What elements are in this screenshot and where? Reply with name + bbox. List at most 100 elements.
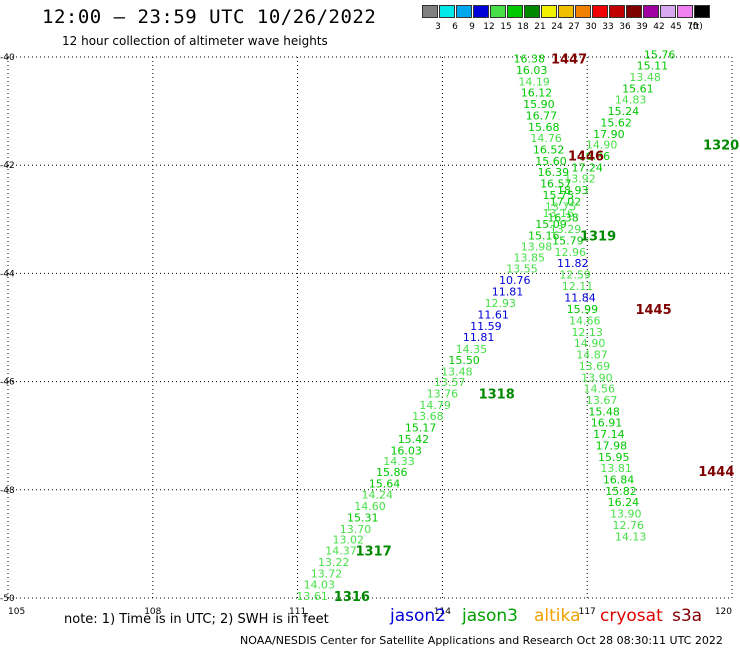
wave-height-value: 14.90 bbox=[574, 337, 606, 350]
wave-height-value: 14.79 bbox=[419, 399, 451, 412]
wave-height-value: 17.24 bbox=[571, 161, 603, 174]
pass-time-label: 1319 bbox=[580, 230, 616, 245]
scale-label: 24 bbox=[551, 22, 563, 32]
scale-label: 15 bbox=[500, 22, 512, 32]
wave-height-value: 15.64 bbox=[369, 477, 401, 490]
wave-height-value: 13.75 bbox=[545, 200, 577, 213]
scale-label: 3 bbox=[435, 22, 441, 32]
wave-height-value: 13.90 bbox=[581, 371, 613, 384]
longitude-label: 105 bbox=[8, 607, 25, 617]
pass-time-labels: 1447 1446 1445 1444 1320 1319 1318 1317 1316 bbox=[334, 53, 739, 605]
wave-height-value: 13.76 bbox=[427, 388, 459, 401]
wave-height-value: 16.57 bbox=[540, 178, 572, 191]
wave-height-value: 17.02 bbox=[550, 195, 582, 208]
latitude-label: -44 bbox=[0, 269, 15, 279]
map-title: 12:00 – 23:59 UTC 10/26/2022 bbox=[42, 6, 377, 28]
wave-height-value: 15.11 bbox=[637, 60, 669, 73]
wave-height-value: 13.69 bbox=[579, 360, 611, 373]
wave-height-value: 13.70 bbox=[340, 523, 372, 536]
wave-height-value: 15.82 bbox=[605, 485, 637, 498]
wave-height-value: 15.75 bbox=[542, 189, 574, 202]
wave-height-value: 16.77 bbox=[526, 109, 558, 122]
scale-label: 18 bbox=[517, 22, 529, 32]
legend-item-jason2: jason2 bbox=[390, 606, 446, 626]
scale-label: 39 bbox=[636, 22, 648, 32]
wave-height-value: 15.62 bbox=[600, 116, 632, 129]
wave-height-value: 15.79 bbox=[552, 234, 584, 247]
wave-height-value: 11.84 bbox=[564, 292, 596, 305]
wave-height-value: 15.99 bbox=[567, 303, 599, 316]
wave-height-value: 15.86 bbox=[376, 466, 408, 479]
scale-label: 30 bbox=[585, 22, 597, 32]
wave-height-value: 16.03 bbox=[516, 64, 548, 77]
wave-height-value: 16.03 bbox=[390, 444, 422, 457]
scale-label: 45 bbox=[670, 22, 682, 32]
wave-height-value: 16.38 bbox=[547, 212, 579, 225]
legend-item-altika: altika bbox=[534, 606, 581, 626]
wave-height-value: 16.84 bbox=[603, 474, 635, 487]
wave-height-value: 13.72 bbox=[311, 568, 343, 581]
wave-height-value: 15.42 bbox=[398, 433, 430, 446]
scale-label: 6 bbox=[452, 22, 458, 32]
wave-height-value: 13.68 bbox=[412, 410, 444, 423]
wave-height-value: 15.61 bbox=[622, 82, 654, 95]
wave-height-value: 14.03 bbox=[304, 578, 336, 591]
wave-height-value: 14.90 bbox=[586, 139, 618, 152]
pass-time-label: 1317 bbox=[356, 544, 392, 559]
wave-height-value: 16.91 bbox=[591, 417, 623, 430]
scale-swatch bbox=[541, 5, 557, 18]
wave-height-value: 15.90 bbox=[523, 98, 555, 111]
wave-height-value: 13.48 bbox=[441, 365, 473, 378]
wave-height-value: 11.82 bbox=[557, 257, 589, 270]
scale-swatch bbox=[456, 5, 472, 18]
scale-swatch bbox=[439, 5, 455, 18]
wave-height-value: 16.24 bbox=[608, 496, 640, 509]
wave-height-value: 17.98 bbox=[596, 439, 628, 452]
wave-height-value: 13.16 bbox=[542, 207, 574, 220]
wave-height-value: 13.67 bbox=[586, 394, 618, 407]
scale-swatch bbox=[507, 5, 523, 18]
scale-label: 70 bbox=[687, 22, 699, 32]
wave-height-value: 14.66 bbox=[569, 314, 601, 327]
wave-height-value: 17.90 bbox=[593, 128, 625, 141]
wave-height-value: 14.19 bbox=[518, 75, 550, 88]
wave-height-value: 14.35 bbox=[456, 343, 488, 356]
scale-swatch bbox=[473, 5, 489, 18]
pass-time-label: 1447 bbox=[551, 53, 587, 68]
longitude-label: 108 bbox=[144, 607, 161, 617]
latitude-label: -42 bbox=[0, 161, 15, 171]
wave-height-value: 15.76 bbox=[644, 48, 676, 61]
latitude-label: -40 bbox=[0, 53, 15, 63]
footnote: note: 1) Time is in UTC; 2) SWH is in fe… bbox=[64, 612, 329, 627]
wave-height-value: 10.76 bbox=[499, 274, 531, 287]
wave-height-value: 13.81 bbox=[600, 462, 632, 475]
map-subtitle: 12 hour collection of altimeter wave hei… bbox=[62, 34, 328, 48]
wave-height-value: 15.17 bbox=[405, 422, 437, 435]
latitude-label: -50 bbox=[0, 594, 15, 604]
latitude-label: -48 bbox=[0, 486, 15, 496]
scale-label: 36 bbox=[619, 22, 631, 32]
longitude-label: 117 bbox=[579, 607, 596, 617]
wave-height-value: 14.76 bbox=[530, 132, 562, 145]
scale-swatch bbox=[490, 5, 506, 18]
wave-height-value: 16.38 bbox=[514, 53, 546, 66]
wave-height-value: 16.52 bbox=[533, 144, 565, 157]
legend-item-s3a: s3a bbox=[672, 606, 703, 626]
pass-time-label: 1444 bbox=[698, 465, 734, 480]
wave-height-value: 13.55 bbox=[506, 263, 538, 276]
wave-height-value: 15.31 bbox=[347, 511, 379, 524]
pass-time-label: 1446 bbox=[568, 149, 604, 164]
scale-unit: (ft) bbox=[689, 22, 703, 32]
scale-swatch bbox=[643, 5, 659, 18]
wave-height-value: 11.59 bbox=[470, 320, 502, 333]
wave-height-value: 15.60 bbox=[535, 155, 567, 168]
wave-height-value: 15.09 bbox=[535, 218, 567, 231]
wave-height-value: 13.48 bbox=[629, 71, 661, 84]
wave-height-value: 14.60 bbox=[354, 500, 386, 513]
scale-swatch bbox=[575, 5, 591, 18]
grid-lines bbox=[7, 56, 733, 599]
wave-height-value: 11.61 bbox=[477, 309, 509, 322]
longitude-label: 114 bbox=[434, 607, 451, 617]
wave-height-value: 14.37 bbox=[325, 544, 357, 557]
wave-height-value: 14.56 bbox=[584, 383, 616, 396]
